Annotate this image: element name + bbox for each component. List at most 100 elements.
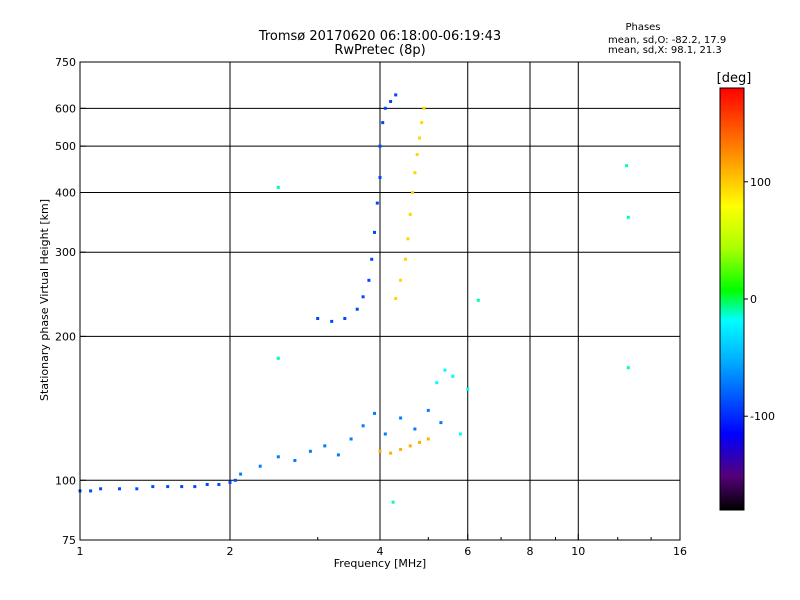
chart-subtitle: RwPretec (8p) <box>334 43 425 58</box>
data-point <box>373 230 376 234</box>
data-point <box>151 485 155 489</box>
data-point <box>166 485 170 489</box>
data-point <box>394 93 398 97</box>
x-tick-label: 2 <box>227 545 234 558</box>
y-tick-label: 500 <box>55 140 76 153</box>
chart-title: Tromsø 20170620 06:18:00-06:19:43 <box>258 29 501 44</box>
data-point <box>399 416 403 420</box>
data-point <box>415 153 419 157</box>
data-point <box>118 487 121 491</box>
data-point <box>404 257 407 261</box>
x-tick-label: 16 <box>673 545 687 558</box>
grid-lines <box>80 62 680 540</box>
data-point <box>373 411 376 415</box>
data-point <box>408 212 412 216</box>
x-tick-label: 4 <box>377 545 384 558</box>
data-point <box>408 444 412 448</box>
data-point <box>451 374 455 378</box>
series-4 <box>378 437 430 455</box>
colorbar <box>719 87 745 511</box>
series-6 <box>276 164 630 504</box>
data-point <box>476 298 480 302</box>
data-point <box>626 215 630 219</box>
data-point <box>411 191 415 194</box>
x-tick-labels: 1 2 4 6 8 10 16 <box>77 545 688 558</box>
data-point <box>239 472 243 476</box>
data-point <box>443 368 447 372</box>
data-point <box>426 408 430 412</box>
data-point <box>205 483 209 486</box>
data-point <box>228 480 232 484</box>
data-point <box>378 449 382 453</box>
legend-title: Phases <box>625 22 660 33</box>
y-tick-label: 750 <box>55 56 76 69</box>
series-3 <box>394 106 426 300</box>
data-point <box>233 478 237 482</box>
y-tick-label: 600 <box>55 102 76 115</box>
data-point <box>276 356 280 360</box>
data-point <box>626 366 630 370</box>
data-point <box>378 144 382 148</box>
data-point <box>355 307 359 311</box>
data-point <box>180 485 184 489</box>
y-tick-label: 200 <box>55 330 76 343</box>
data-point <box>422 106 426 110</box>
data-point <box>625 164 629 168</box>
data-point <box>330 319 334 323</box>
data-point <box>276 455 280 459</box>
x-tick-label: 6 <box>464 545 471 558</box>
data-point <box>375 201 379 205</box>
y-tick-labels: 75 100 200 300 400 500 600 750 <box>55 56 76 547</box>
data-point <box>466 387 470 391</box>
series-5 <box>435 368 470 436</box>
y-tick-label: 75 <box>62 534 76 547</box>
colorbar-ticks: 100 0 -100 <box>744 176 775 423</box>
data-point <box>361 295 365 299</box>
data-point <box>413 427 417 431</box>
data-point <box>276 185 280 189</box>
data-point <box>389 451 393 455</box>
x-tick-label: 10 <box>571 545 585 558</box>
data-point <box>361 424 365 428</box>
data-point <box>389 100 393 103</box>
data-point <box>418 136 421 140</box>
data-point <box>458 432 462 436</box>
data-point <box>193 485 197 489</box>
data-point <box>308 449 312 453</box>
data-point <box>394 297 398 300</box>
data-point <box>135 487 139 491</box>
legend-line-o: mean, sd,O: -82.2, 17.9 <box>608 35 726 46</box>
colorbar-tick-label: 100 <box>750 176 771 189</box>
data-point <box>89 489 93 493</box>
data-point <box>399 448 403 451</box>
data-point <box>418 440 421 444</box>
data-point <box>323 444 327 448</box>
colorbar-label: [deg] <box>717 71 752 86</box>
data-point <box>258 464 262 468</box>
data-point <box>399 278 403 282</box>
data-point <box>336 453 340 457</box>
y-tick-label: 400 <box>55 186 76 199</box>
data-point <box>349 437 353 441</box>
data-point <box>413 171 417 175</box>
data-point <box>99 487 103 491</box>
colorbar-tick-label: 0 <box>750 293 757 306</box>
data-point <box>343 317 347 320</box>
data-point <box>383 106 387 110</box>
data-point <box>406 237 410 241</box>
data-point <box>217 483 221 486</box>
y-tick-label: 300 <box>55 246 76 259</box>
data-point <box>391 500 395 504</box>
data-point <box>420 121 424 125</box>
data-point <box>426 437 430 441</box>
data-point <box>383 432 387 436</box>
x-axis-label: Frequency [MHz] <box>334 557 426 570</box>
data-point <box>381 121 385 125</box>
series-1 <box>239 408 443 476</box>
series-2 <box>316 93 398 323</box>
x-tick-label: 1 <box>77 545 84 558</box>
data-points <box>78 93 630 504</box>
legend-line-x: mean, sd,X: 98.1, 21.3 <box>608 45 722 56</box>
data-point <box>370 257 374 261</box>
